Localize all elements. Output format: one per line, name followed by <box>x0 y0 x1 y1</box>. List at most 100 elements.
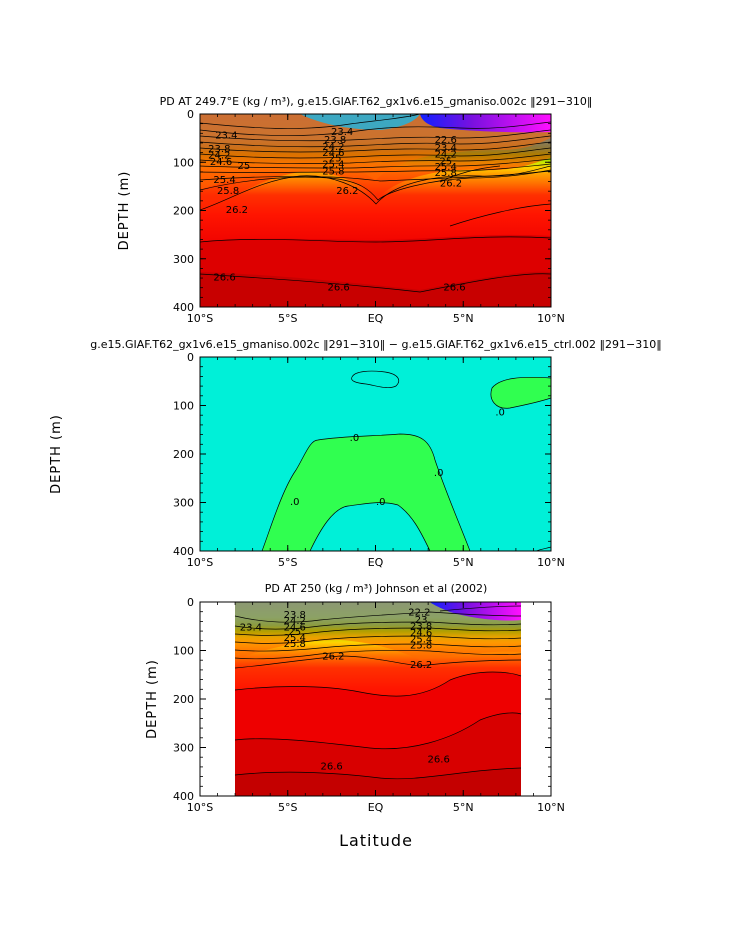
panel-2-title: g.e15.GIAF.T62_gx1v6.e15_gmaniso.002c ‖2… <box>90 338 661 351</box>
y-tick-label: 200 <box>173 693 194 706</box>
panel-2-right-lobe <box>490 377 551 409</box>
panel-1-contour <box>200 141 551 153</box>
panel-1-contour <box>200 135 551 148</box>
panel-3-contour <box>234 621 522 630</box>
contour-label: .0 <box>495 407 505 418</box>
contour-label: 24.6 <box>284 622 306 633</box>
x-tick-label: 10°N <box>537 556 565 569</box>
panel-1-contour <box>200 163 551 173</box>
panel-1-cyan-patch <box>300 114 420 130</box>
panel-1-contour <box>200 129 551 142</box>
panel-3-contour <box>234 767 522 780</box>
x-tick-label: 5°N <box>453 312 474 325</box>
panel-3-contour <box>234 650 522 660</box>
contour-label: 23.8 <box>324 135 346 146</box>
contour-label: 22.6 <box>435 135 457 146</box>
contour-label: 26.6 <box>328 282 350 293</box>
contour-label: 25.4 <box>213 175 235 186</box>
contour-label: 25 <box>288 627 301 638</box>
panel-3-contour-labels: 23.423.824.224.62525.425.826.226.622.223… <box>240 608 450 773</box>
panel-1-fill <box>200 114 551 307</box>
panel-3-contour <box>234 712 522 750</box>
x-tick-label: 5°N <box>453 801 474 814</box>
panel-1-deepest-layer <box>200 271 551 307</box>
contour-label: 26.2 <box>336 186 358 197</box>
contour-label: 24.2 <box>284 616 306 627</box>
y-tick-label: 100 <box>173 400 194 413</box>
y-axis-label: DEPTH (m) <box>49 414 64 494</box>
panel-1-contour-labels: 23.423.824.224.62525.425.826.226.623.423… <box>208 127 465 293</box>
panel-1-contour <box>200 147 551 159</box>
contour-label: 25.4 <box>435 162 457 173</box>
panel-1-contour <box>200 170 551 182</box>
x-tick-label: EQ <box>368 556 384 569</box>
x-tick-label: EQ <box>368 312 384 325</box>
panel-1-contour <box>200 169 551 201</box>
panel-3-contour <box>234 635 522 644</box>
panel-3-deepest-layer <box>235 768 521 796</box>
contour-label: .0 <box>350 433 360 444</box>
contour-label: 26.6 <box>320 761 342 772</box>
y-tick-label: 0 <box>187 596 194 609</box>
y-axis-label: DEPTH (m) <box>117 171 132 251</box>
panel-3-contour <box>234 671 522 697</box>
panel-1-title: PD AT 249.7°E (kg / m³), g.e15.GIAF.T62_… <box>160 95 593 108</box>
contour-label: 25.4 <box>322 160 344 171</box>
panel-2-axes: 10°S 5°S EQ 5°N 10°N 0 100 200 300 400 DEPTH (m) <box>49 351 565 569</box>
panel-2-fill <box>200 357 551 551</box>
panel-1-axes: 10°S 5°S EQ 5°N 10°N 0 100 200 300 400 DEPTH (m) <box>117 108 565 325</box>
panel-1-contour <box>200 114 421 129</box>
contour-label: 26.6 <box>443 282 465 293</box>
contour-label: .0 <box>290 497 300 508</box>
y-tick-label: 300 <box>173 497 194 510</box>
panel-1-contour <box>200 153 551 164</box>
panel-3-contour <box>234 627 522 636</box>
x-tick-label: 10°S <box>187 556 213 569</box>
panel-3-fill <box>235 602 521 796</box>
y-tick-label: 300 <box>173 253 194 266</box>
panel-2-contour <box>490 376 551 409</box>
contour-label: 26.6 <box>428 755 450 766</box>
y-tick-label: 100 <box>173 645 194 658</box>
contour-label: 24.2 <box>435 150 457 161</box>
contour-label: 25.4 <box>410 634 432 645</box>
contour-label: 25.8 <box>322 166 344 177</box>
panel-3-contours <box>234 605 522 780</box>
contour-label: 26.6 <box>213 273 235 284</box>
x-axis-label: Latitude <box>339 831 413 850</box>
contour-label: 22.2 <box>408 608 430 619</box>
panel-2-inner-region <box>310 502 430 551</box>
contour-label: 23.4 <box>240 622 262 633</box>
panel-2-contour <box>351 370 399 389</box>
panel-1-contour <box>449 203 551 227</box>
panel-1-orange-layer <box>200 114 551 190</box>
contour-label: 23.8 <box>208 144 230 155</box>
panel-1-contour <box>200 158 551 169</box>
panel-1-contour <box>200 121 551 136</box>
contour-label: 25 <box>439 156 452 167</box>
contour-label: 25.8 <box>435 168 457 179</box>
contour-label: 23 <box>415 615 428 626</box>
contour-label: .0 <box>434 468 444 479</box>
panel-3-contour <box>439 605 522 612</box>
contour-label: 23.4 <box>215 130 237 141</box>
panel-1-contour <box>439 165 501 183</box>
x-tick-label: 10°S <box>187 801 213 814</box>
panel-2-contours <box>261 370 551 551</box>
panel-3-contour <box>234 655 522 669</box>
panel-2-contour-labels: .0 .0 .0 .0 .0 <box>290 407 505 508</box>
contour-label: .0 <box>376 497 386 508</box>
panel-1-contour <box>200 273 551 293</box>
contour-label: 23.4 <box>435 143 457 154</box>
contour-label: 24.6 <box>322 148 344 159</box>
panel-2-positive-lobe <box>262 434 470 551</box>
contour-label: 23.8 <box>410 621 432 632</box>
contour-label: 23.8 <box>284 610 306 621</box>
y-tick-label: 400 <box>173 301 194 314</box>
panel-1-contour <box>200 236 551 243</box>
x-tick-label: 10°N <box>537 801 565 814</box>
panel-3-contour <box>234 643 522 652</box>
panel-1-contour <box>200 165 551 211</box>
contour-label: 24.2 <box>322 142 344 153</box>
